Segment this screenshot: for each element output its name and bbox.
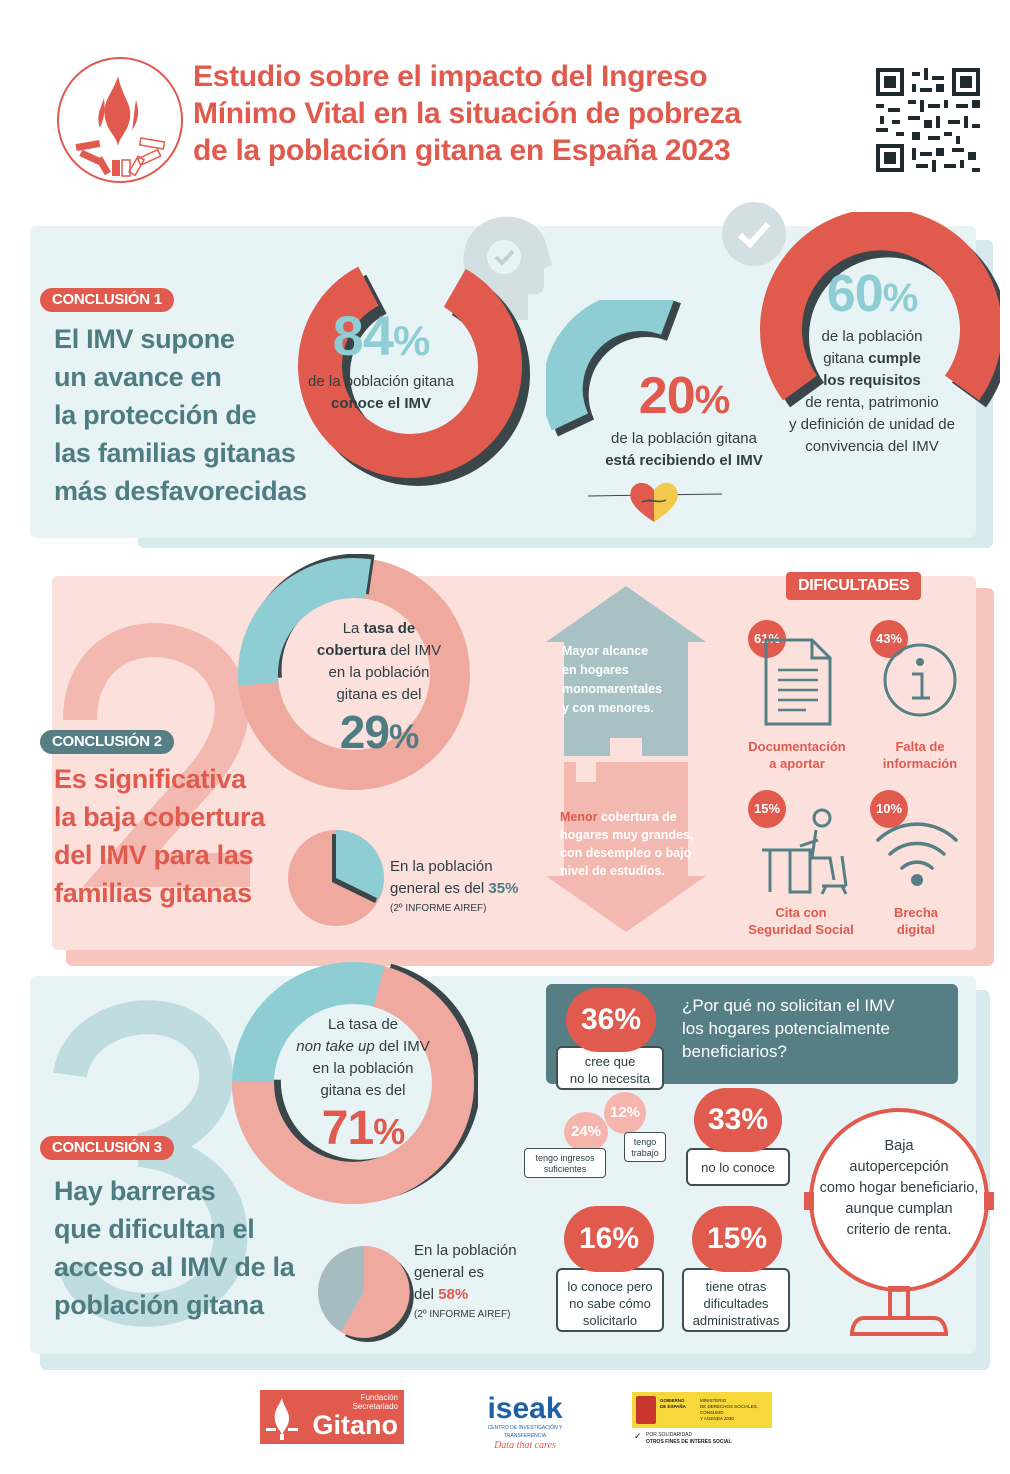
gov-right-line-2: DE DERECHOS SOCIALES, CONSUMO (700, 1404, 759, 1415)
solidarity-text: POR SOLIDARIDAD OTROS FINES DE INTERÉS S… (646, 1432, 732, 1445)
conclusion3-title: Hay barreras que dificultan el acceso al… (54, 1176, 295, 1320)
check-badge-icon (722, 202, 786, 266)
reason-15-box: tiene otras dificultades administrativas (682, 1268, 790, 1332)
conclusion2-badge: CONCLUSIÓN 2 (40, 730, 174, 754)
house-up-text: Mayor alcance en hogares monomarentales … (562, 644, 663, 715)
diff-pct-10: 10% (870, 790, 908, 828)
donut-29 (234, 553, 474, 794)
sub-reason-24-pct: 24% (564, 1112, 608, 1152)
arc-20 (542, 291, 726, 480)
question-text: ¿Por qué no solicitan el IMV los hogares… (682, 996, 895, 1061)
conclusion1-title: El IMV supone un avance en la protección… (54, 324, 307, 506)
qr-code[interactable] (876, 68, 980, 172)
sub-reason-24-box: tengo ingresos suficientes (524, 1148, 606, 1178)
info-icon (880, 640, 960, 720)
stat-60: 60% de la población gitana cumple los re… (789, 265, 955, 455)
reason-16-pct: 16% (564, 1206, 654, 1272)
desk-person-icon (760, 806, 856, 896)
stat-84: 84% de la población gitana conoce el IMV (308, 304, 454, 413)
reason-16-box: lo conoce pero no sabe cómo solicitarlo (556, 1268, 664, 1332)
conclusion3-badge: CONCLUSIÓN 3 (40, 1136, 174, 1160)
difficulties-badge: DIFICULTADES (786, 572, 922, 600)
fsg-logo (56, 56, 184, 184)
document-icon (762, 636, 834, 728)
diff-label-documentacion: Documentación a aportar (748, 739, 846, 771)
reason-15-pct: 15% (692, 1206, 782, 1272)
fsg-name: Gitano (312, 1410, 399, 1440)
gov-left-line-1: GOBIERNO (660, 1398, 685, 1403)
donut-71 (228, 958, 481, 1208)
gov-left-line-2: DE ESPAÑA (660, 1404, 686, 1409)
solidarity-check-icon: ✓ (634, 1431, 642, 1441)
fsg-footer-logo[interactable]: Fundación Secretariado Gitano (260, 1390, 404, 1444)
general-58: En la población general es del 58% (2º I… (414, 1242, 517, 1320)
gov-right-line-3: Y AGENDA 2030 (700, 1416, 734, 1421)
stat-20: 20% de la población gitana está recibien… (605, 367, 763, 469)
wifi-icon (872, 806, 962, 890)
reason-36-box: cree que no lo necesita (556, 1046, 664, 1090)
diff-pct-43: 43% (870, 620, 908, 658)
ring-84 (294, 250, 534, 490)
gov-logo[interactable]: GOBIERNO DE ESPAÑA MINISTERIO DE DERECHO… (632, 1392, 772, 1428)
heart-hands-icon (587, 474, 723, 526)
sub-reason-12-box: tengo trabajo (624, 1132, 666, 1162)
iseak-tagline: Data that cares (494, 1440, 556, 1451)
fsg-line-1: Fundación (360, 1393, 398, 1402)
iseak-logo[interactable]: iseak CENTRO DE INVESTIGACIÓN Y TRANSFER… (470, 1392, 580, 1452)
general-35: En la población general es del 35% (2º I… (390, 858, 519, 914)
iseak-name: iseak (487, 1392, 563, 1425)
conclusion2-title: Es significativa la baja cobertura del I… (54, 764, 265, 908)
reason-33-pct: 33% (694, 1088, 782, 1152)
fsg-line-2: Secretariado (352, 1402, 398, 1411)
page-title: Estudio sobre el impacto del Ingreso Mín… (193, 60, 741, 167)
gov-right-line-1: MINISTERIO (700, 1398, 727, 1403)
house-down-shape (546, 762, 706, 932)
mirror-icon (804, 1104, 994, 1344)
iseak-subtitle: CENTRO DE INVESTIGACIÓN Y TRANSFERENCIA (487, 1425, 563, 1439)
diff-label-cita: Cita con Seguridad Social (748, 905, 854, 937)
reason-36-pct: 36% (566, 988, 656, 1052)
coat-of-arms-icon (636, 1396, 656, 1424)
ring-60 (760, 208, 1009, 452)
pie-35 (284, 826, 388, 930)
coverage-29: La tasa de cobertura del IMV en la pobla… (316, 620, 442, 758)
sub-reason-12-pct: 12% (604, 1092, 646, 1134)
diff-pct-15: 15% (748, 790, 786, 828)
house-up-shape (546, 586, 706, 756)
reason-33-box: no lo conoce (686, 1148, 790, 1186)
conclusion1-badge: CONCLUSIÓN 1 (40, 288, 174, 312)
mirror-text: Baja autopercepción como hogar beneficia… (819, 1138, 979, 1238)
house-down-text: Menor cobertura de hogares muy grandes, … (560, 810, 694, 878)
big-number-2-watermark (60, 600, 260, 900)
nontakeup-71: La tasa de non take up del IMV en la pob… (296, 1016, 430, 1155)
diff-label-brecha: Brecha digital (893, 905, 939, 937)
diff-label-informacion: Falta de información (882, 739, 958, 771)
pie-58 (314, 1242, 414, 1342)
